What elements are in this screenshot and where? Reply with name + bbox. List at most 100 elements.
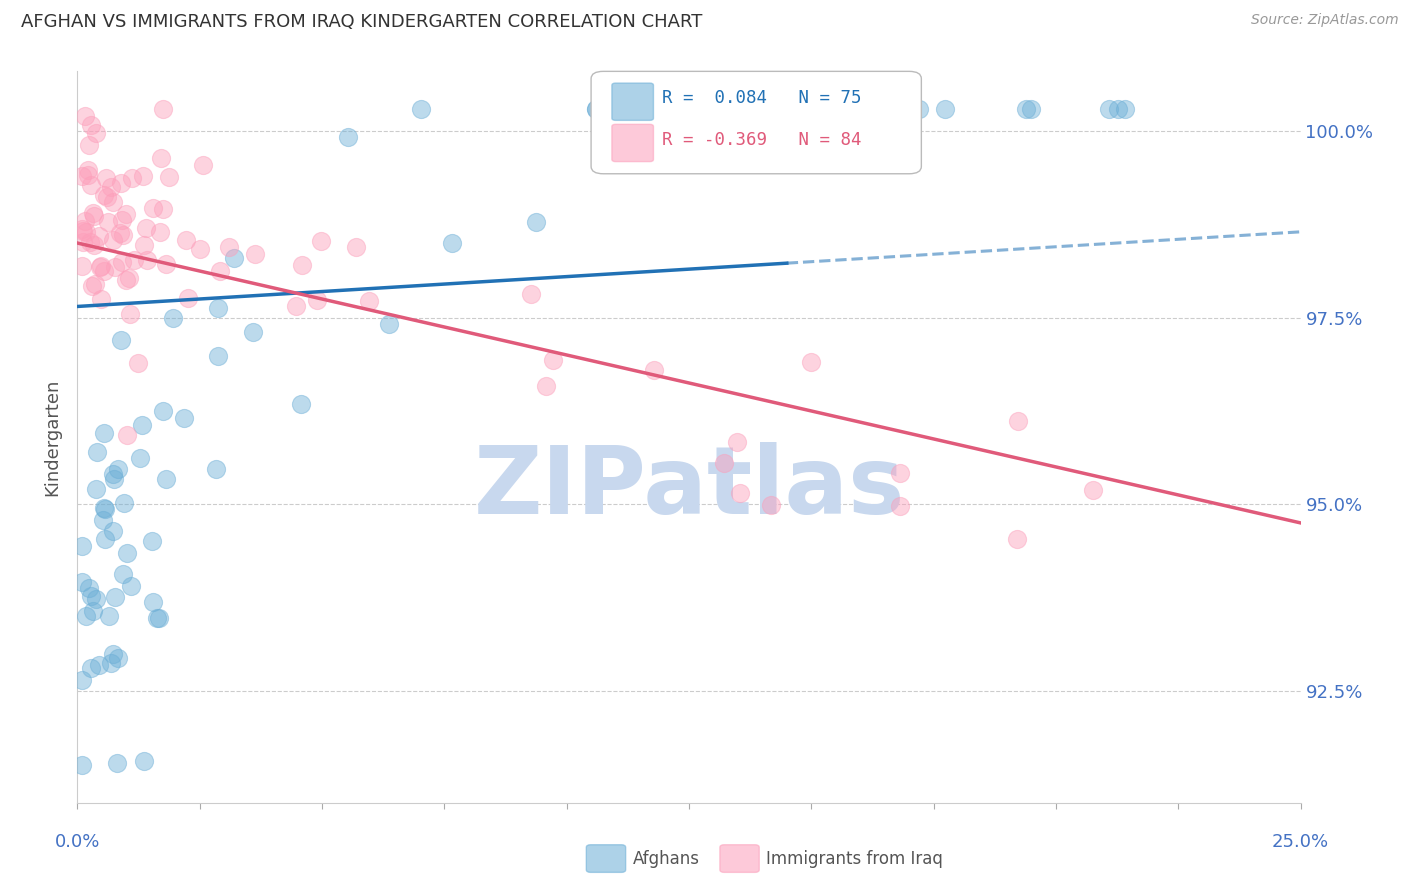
Point (70, 222, 93, 236)
Text: AFGHAN VS IMMIGRANTS FROM IRAQ KINDERGARTEN CORRELATION CHART: AFGHAN VS IMMIGRANTS FROM IRAQ KINDERGAR… (21, 13, 703, 31)
Point (671, 102, 693, 116)
Point (134, 237, 156, 252)
Point (101, 467, 124, 482)
Point (1005, 533, 1028, 547)
Point (135, 221, 157, 235)
Point (149, 225, 172, 239)
Point (1098, 102, 1121, 116)
Point (104, 591, 127, 605)
Point (524, 215, 547, 229)
Point (84, 277, 107, 291)
Point (162, 311, 184, 326)
Point (141, 534, 163, 549)
Point (76, 162, 98, 177)
Point (118, 271, 141, 285)
Point (115, 427, 138, 442)
Point (70, 539, 93, 553)
Point (111, 566, 134, 581)
Point (1107, 102, 1129, 116)
Point (121, 170, 143, 185)
Point (79, 235, 101, 249)
Point (177, 291, 200, 305)
Point (152, 403, 174, 417)
Text: Immigrants from Iraq: Immigrants from Iraq (766, 849, 943, 868)
Text: R =  0.084   N = 75: R = 0.084 N = 75 (662, 89, 862, 107)
Point (800, 355, 823, 369)
Point (108, 227, 131, 241)
Point (242, 325, 264, 339)
Point (120, 579, 142, 593)
Point (75, 225, 97, 239)
Point (97, 215, 120, 229)
Point (70, 574, 93, 589)
Point (148, 611, 170, 625)
Point (758, 102, 780, 116)
Point (336, 129, 359, 144)
Point (643, 363, 665, 377)
Point (359, 293, 381, 308)
Point (101, 194, 124, 209)
Point (142, 201, 165, 215)
Point (76, 168, 98, 182)
Point (115, 546, 138, 560)
Point (132, 754, 155, 768)
Point (291, 258, 314, 272)
Point (84, 483, 107, 497)
FancyBboxPatch shape (612, 83, 654, 120)
Point (679, 102, 702, 116)
Point (309, 234, 332, 248)
Point (94, 170, 117, 185)
Point (70, 169, 93, 184)
Point (72, 235, 94, 249)
Text: Afghans: Afghans (633, 849, 700, 868)
Point (89, 260, 111, 274)
Point (72, 224, 94, 238)
Point (157, 170, 180, 185)
Point (441, 235, 464, 250)
Text: R = -0.369   N = 84: R = -0.369 N = 84 (662, 131, 862, 149)
Y-axis label: Kindergarten: Kindergarten (44, 378, 62, 496)
Point (1021, 102, 1043, 116)
Point (97, 608, 120, 623)
Point (378, 317, 401, 331)
Point (155, 472, 177, 486)
Point (77, 581, 100, 595)
Point (91, 513, 114, 527)
Point (218, 240, 240, 254)
Point (1081, 483, 1104, 498)
Point (1007, 414, 1029, 428)
Point (149, 151, 172, 165)
Point (191, 158, 214, 172)
Point (285, 299, 308, 313)
Point (676, 102, 699, 116)
Point (110, 333, 132, 347)
Point (534, 379, 557, 393)
Point (758, 102, 780, 116)
Point (103, 524, 125, 539)
Point (897, 102, 920, 116)
Point (543, 352, 565, 367)
Point (205, 462, 228, 476)
Point (84, 126, 107, 140)
Point (100, 656, 122, 670)
Point (142, 595, 165, 609)
Point (290, 397, 312, 411)
Point (89, 657, 111, 672)
Point (520, 286, 543, 301)
Point (112, 496, 135, 510)
Point (713, 456, 735, 470)
Point (86, 445, 108, 459)
Point (207, 301, 229, 315)
Point (104, 260, 127, 274)
Point (848, 102, 870, 116)
Point (93, 263, 115, 277)
Point (80, 279, 103, 293)
Point (93, 532, 115, 546)
Point (585, 102, 607, 116)
Point (96, 190, 118, 204)
Point (409, 102, 432, 116)
Point (131, 169, 153, 183)
Point (93, 426, 115, 441)
Point (75, 608, 97, 623)
Point (1114, 102, 1136, 116)
